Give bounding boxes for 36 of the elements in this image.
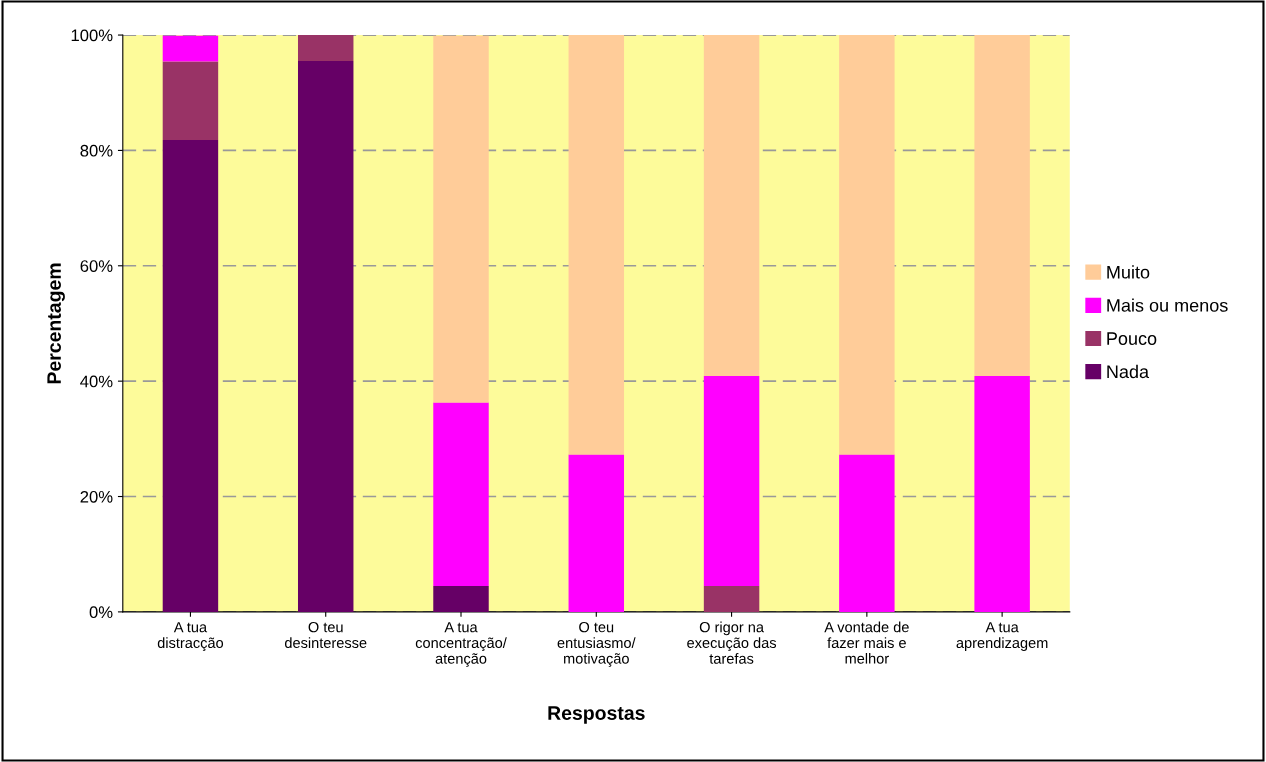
legend-label: Pouco — [1107, 332, 1157, 345]
bar — [703, 375, 760, 586]
bar — [297, 35, 354, 62]
x-tick-label: A tua concentração/ atenção — [415, 622, 507, 667]
bar — [433, 585, 489, 612]
bar — [162, 61, 219, 141]
bar — [974, 375, 1030, 612]
bar — [568, 454, 625, 612]
y-tick-label: 20% — [80, 490, 113, 503]
bar — [162, 35, 219, 62]
y-tick-label: 0% — [89, 606, 113, 619]
bar — [568, 35, 625, 455]
y-tick-label: 100% — [71, 29, 113, 42]
y-axis-title: Percentagem — [47, 263, 65, 384]
y-tick-label: 60% — [80, 260, 113, 272]
bar — [433, 35, 489, 403]
bar — [974, 35, 1030, 376]
legend-label: Muito — [1107, 265, 1150, 279]
bar — [703, 35, 760, 376]
x-tick-label: A tua distracção — [157, 622, 224, 651]
y-tick-label: 40% — [80, 375, 113, 388]
x-tick-label: A tua aprendizagem — [956, 622, 1048, 651]
x-tick-label: O rigor na execução das tarefas — [687, 621, 777, 664]
bar — [162, 140, 219, 612]
bar — [297, 61, 354, 612]
x-tick-label: O teu entusiasmo/ motivação — [557, 621, 636, 667]
legend-label: Nada — [1107, 364, 1150, 379]
bar — [839, 35, 895, 455]
x-tick-label: O teu desinteresse — [285, 621, 367, 649]
x-tick-label: A vontade de fazer mais e melhor — [824, 621, 909, 664]
x-axis-title: Respostas — [548, 706, 645, 724]
bar — [839, 454, 895, 612]
legend-label: Mais ou menos — [1107, 298, 1228, 312]
bar — [433, 402, 489, 586]
y-tick-label: 80% — [80, 144, 113, 157]
bar — [703, 585, 760, 612]
